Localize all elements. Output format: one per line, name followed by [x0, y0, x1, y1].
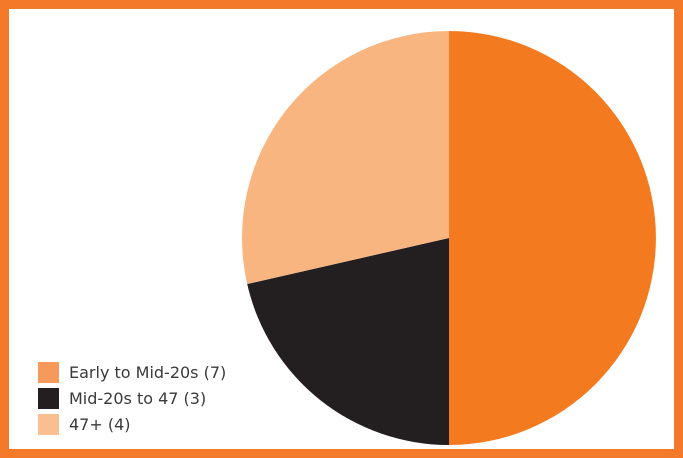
- legend-label-47-plus: 47+ (4): [69, 415, 131, 434]
- legend-label-mid-20s-to-47: Mid-20s to 47 (3): [69, 389, 207, 408]
- pie-slice-47-4: [242, 31, 449, 285]
- legend-item-47-plus: 47+ (4): [38, 414, 226, 435]
- legend-swatch-mid-20s-to-47: [38, 388, 59, 409]
- legend-swatch-early-to-mid-20s: [38, 362, 59, 383]
- pie-slice-mid-20s-to-47-3: [247, 238, 449, 445]
- pie-slice-early-to-mid-20s-7: [449, 31, 656, 445]
- legend-label-early-to-mid-20s: Early to Mid-20s (7): [69, 363, 227, 382]
- legend-item-mid-20s-to-47: Mid-20s to 47 (3): [38, 388, 226, 409]
- chart-legend: Early to Mid-20s (7) Mid-20s to 47 (3) 4…: [38, 362, 226, 440]
- legend-item-early-to-mid-20s: Early to Mid-20s (7): [38, 362, 226, 383]
- legend-swatch-47-plus: [38, 414, 59, 435]
